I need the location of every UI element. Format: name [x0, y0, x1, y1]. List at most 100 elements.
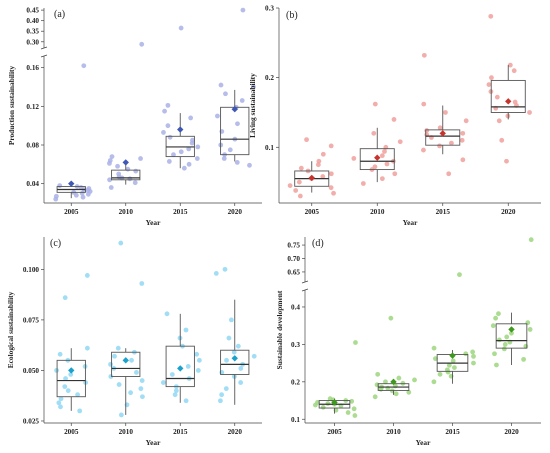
- mean-marker: [449, 352, 456, 359]
- data-point: [375, 371, 381, 377]
- x-tick-label: 2015: [173, 208, 188, 216]
- data-point: [490, 323, 496, 329]
- data-point: [496, 311, 501, 317]
- data-point: [431, 345, 437, 351]
- data-point: [379, 153, 385, 159]
- data-point: [525, 320, 531, 326]
- data-point: [84, 345, 90, 351]
- data-point: [372, 394, 378, 400]
- data-point: [173, 388, 179, 394]
- data-point: [129, 357, 134, 363]
- data-point: [349, 398, 355, 404]
- data-point: [81, 63, 87, 69]
- data-point: [504, 158, 509, 164]
- data-point: [223, 91, 228, 97]
- data-point: [188, 115, 194, 121]
- data-point: [463, 351, 469, 357]
- data-point: [345, 410, 351, 415]
- mean-marker: [68, 367, 75, 374]
- mean-marker: [508, 326, 515, 333]
- x-tick-label: 2010: [119, 208, 134, 216]
- data-point: [217, 398, 223, 404]
- data-point: [138, 386, 144, 392]
- mean-marker: [505, 98, 512, 105]
- mean-marker: [177, 365, 184, 372]
- y-tick-label: 0.3: [265, 5, 274, 13]
- mean-marker: [231, 106, 238, 113]
- data-point: [351, 406, 357, 412]
- data-point: [183, 327, 189, 333]
- x-tick-label: 2005: [327, 428, 342, 436]
- data-point: [504, 334, 510, 340]
- data-point: [75, 392, 81, 398]
- data-point: [251, 353, 257, 359]
- y-tick-label: 0.075: [23, 316, 40, 324]
- data-point: [463, 118, 469, 124]
- panel-c: (c) 0.025 0.050 0.075 0.100 2005 2010 2015 2020 Y…: [6, 237, 262, 447]
- y-tick-label: 0.45: [26, 7, 39, 15]
- x-axis-title: Year: [146, 218, 161, 227]
- data-point: [328, 171, 334, 177]
- y-axis-title: Production sustainability: [7, 66, 16, 146]
- data-point: [85, 191, 91, 197]
- data-point: [296, 179, 302, 185]
- data-point: [57, 351, 63, 357]
- data-point: [167, 134, 173, 140]
- mean-marker: [374, 154, 381, 161]
- data-point: [392, 171, 398, 177]
- x-tick-label: 2020: [228, 208, 243, 216]
- data-point: [388, 315, 394, 321]
- mean-marker: [308, 174, 315, 182]
- y-tick-label: 0.08: [26, 142, 39, 150]
- data-point: [471, 360, 476, 366]
- data-point: [133, 168, 139, 174]
- data-point: [238, 366, 244, 371]
- data-point: [327, 396, 333, 402]
- data-point: [437, 371, 443, 377]
- data-point: [502, 342, 508, 347]
- data-point: [172, 392, 178, 398]
- x-tick-label: 2005: [64, 208, 79, 216]
- data-point: [433, 356, 438, 362]
- data-point: [108, 185, 114, 190]
- data-point: [443, 110, 448, 115]
- y-tick-label: 0.025: [23, 417, 40, 425]
- data-point: [218, 82, 224, 88]
- y-tick-label: 0.30: [26, 38, 39, 46]
- y-tick-label: 0.12: [26, 103, 39, 111]
- data-point: [115, 345, 121, 351]
- x-tick-label: 2020: [504, 428, 519, 436]
- data-point: [297, 193, 303, 199]
- data-point: [57, 183, 63, 189]
- data-point: [239, 98, 245, 103]
- data-point: [437, 143, 442, 149]
- data-point: [320, 174, 326, 179]
- data-point: [460, 130, 466, 136]
- y-tick-label: 0.65: [287, 268, 300, 276]
- data-point: [58, 404, 63, 410]
- data-point: [166, 159, 172, 164]
- panel-label: (a): [54, 9, 65, 20]
- data-point: [452, 365, 457, 371]
- mean-marker: [68, 180, 75, 187]
- axis-break-mark: [40, 54, 48, 58]
- data-point: [171, 152, 176, 158]
- y-tick-label: 0.2: [291, 378, 300, 386]
- data-point: [115, 163, 120, 169]
- data-point: [84, 273, 90, 278]
- data-point: [80, 194, 86, 200]
- data-point: [316, 158, 322, 164]
- data-point: [160, 380, 166, 385]
- data-point: [412, 377, 417, 383]
- data-point: [235, 343, 241, 349]
- data-point: [140, 394, 145, 400]
- mean-marker: [231, 355, 238, 362]
- data-point: [431, 379, 437, 385]
- axis-break-mark: [40, 46, 48, 50]
- data-point: [132, 180, 138, 186]
- data-point: [127, 176, 133, 182]
- y-axis-title: Ecological sustainability: [6, 291, 15, 368]
- data-point: [194, 351, 200, 357]
- data-point: [527, 110, 532, 115]
- data-point: [325, 401, 331, 406]
